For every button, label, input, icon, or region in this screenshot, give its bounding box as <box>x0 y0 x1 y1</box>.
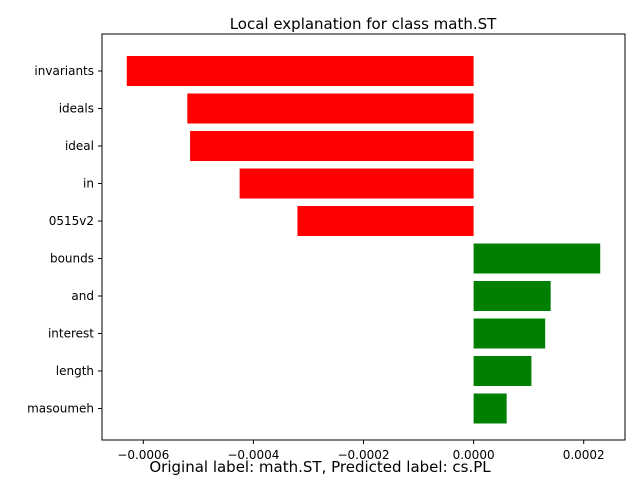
y-tick-label: 0515v2 <box>49 214 94 228</box>
y-tick-label: interest <box>48 327 94 341</box>
bar-length <box>473 356 532 386</box>
y-tick-label: bounds <box>50 252 94 266</box>
plot-frame <box>101 33 626 441</box>
y-tick-label: invariants <box>34 64 94 78</box>
chart-title: Local explanation for class math.ST <box>230 15 497 33</box>
x-tick-label: 0.0000 <box>453 448 495 462</box>
x-axis-ticks: −0.0006 −0.0004 −0.0002 0.0000 0.0002 <box>117 440 605 462</box>
bars-group <box>126 56 601 424</box>
x-tick-label: −0.0002 <box>337 448 389 462</box>
y-tick-label: in <box>83 177 94 191</box>
y-tick-label: ideals <box>59 102 94 116</box>
bar-masoumeh <box>473 393 507 424</box>
y-tick-label: masoumeh <box>27 402 94 416</box>
y-tick-label: length <box>56 364 94 378</box>
bar-and <box>473 281 551 311</box>
bar-invariants <box>126 56 474 86</box>
y-tick-label: and <box>71 289 94 303</box>
label-caption: Original label: math.ST, Predicted label… <box>149 458 491 476</box>
bar-interest <box>473 318 546 349</box>
bar-bounds <box>473 243 601 274</box>
bar-ideal <box>190 131 474 161</box>
bar-0515v2 <box>297 206 474 236</box>
y-tick-label: ideal <box>65 139 94 153</box>
bar-ideals <box>187 93 474 124</box>
x-tick-label: −0.0006 <box>117 448 169 462</box>
y-axis-ticks: invariants ideals ideal in 0515v2 bounds and in… <box>27 64 102 416</box>
x-tick-label: −0.0004 <box>227 448 279 462</box>
x-tick-label: 0.0002 <box>563 448 605 462</box>
bar-in <box>239 168 474 199</box>
